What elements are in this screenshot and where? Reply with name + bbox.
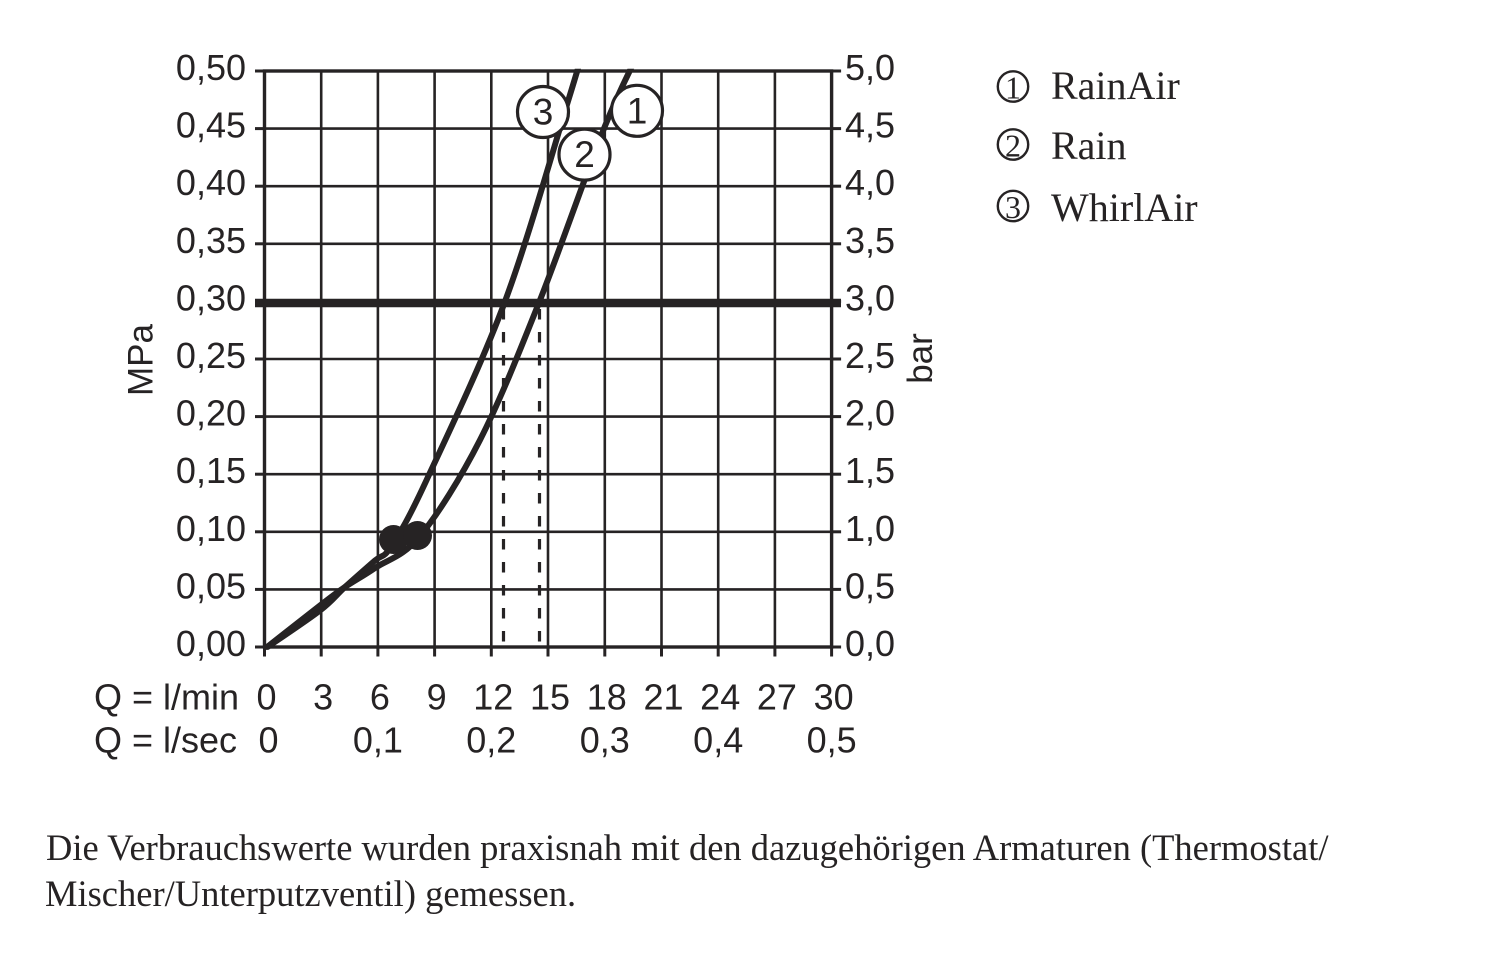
svg-text:24: 24 bbox=[700, 677, 740, 718]
svg-text:0,45: 0,45 bbox=[176, 105, 246, 146]
svg-text:3: 3 bbox=[313, 677, 333, 718]
svg-text:6: 6 bbox=[370, 677, 390, 718]
svg-text:4,5: 4,5 bbox=[845, 105, 895, 146]
svg-text:0: 0 bbox=[258, 720, 278, 761]
svg-text:bar: bar bbox=[901, 333, 940, 384]
svg-text:0,00: 0,00 bbox=[176, 623, 246, 664]
svg-text:1,5: 1,5 bbox=[845, 450, 895, 491]
svg-text:0,10: 0,10 bbox=[176, 508, 246, 549]
svg-text:Mischer/Unterputzventil) gemes: Mischer/Unterputzventil) gemessen. bbox=[45, 873, 576, 914]
svg-text:2,5: 2,5 bbox=[845, 335, 895, 376]
svg-text:9: 9 bbox=[427, 677, 447, 718]
svg-text:0,30: 0,30 bbox=[176, 277, 246, 318]
svg-text:Rain: Rain bbox=[1051, 123, 1127, 168]
svg-text:0,5: 0,5 bbox=[845, 565, 895, 606]
svg-text:0,1: 0,1 bbox=[353, 720, 403, 761]
svg-text:0,4: 0,4 bbox=[693, 720, 743, 761]
svg-text:0,05: 0,05 bbox=[176, 565, 246, 606]
svg-text:3: 3 bbox=[1005, 189, 1021, 225]
svg-text:0,2: 0,2 bbox=[466, 720, 516, 761]
svg-text:0,5: 0,5 bbox=[807, 720, 857, 761]
svg-text:3: 3 bbox=[533, 92, 554, 133]
svg-text:2: 2 bbox=[574, 134, 595, 175]
svg-text:3,5: 3,5 bbox=[845, 220, 895, 261]
svg-text:0,0: 0,0 bbox=[845, 623, 895, 664]
svg-text:4,0: 4,0 bbox=[845, 162, 895, 203]
svg-text:3,0: 3,0 bbox=[845, 277, 895, 318]
svg-text:RainAir: RainAir bbox=[1051, 63, 1180, 108]
svg-text:Q = l/sec: Q = l/sec bbox=[94, 720, 237, 761]
svg-text:0,50: 0,50 bbox=[176, 47, 246, 88]
svg-text:1,0: 1,0 bbox=[845, 508, 895, 549]
svg-text:2: 2 bbox=[1005, 128, 1021, 164]
svg-text:18: 18 bbox=[587, 677, 627, 718]
svg-text:MPa: MPa bbox=[122, 323, 161, 396]
svg-text:0,3: 0,3 bbox=[580, 720, 630, 761]
svg-text:12: 12 bbox=[473, 677, 513, 718]
svg-text:1: 1 bbox=[627, 90, 648, 131]
svg-text:30: 30 bbox=[814, 677, 854, 718]
svg-text:0,20: 0,20 bbox=[176, 393, 246, 434]
svg-text:Q = l/min: Q = l/min bbox=[94, 677, 239, 718]
svg-text:Die Verbrauchswerte wurden pra: Die Verbrauchswerte wurden praxisnah mit… bbox=[46, 827, 1329, 868]
svg-text:21: 21 bbox=[643, 677, 683, 718]
svg-text:0,25: 0,25 bbox=[176, 335, 246, 376]
svg-text:0,15: 0,15 bbox=[176, 450, 246, 491]
svg-text:0,40: 0,40 bbox=[176, 162, 246, 203]
svg-text:1: 1 bbox=[1005, 70, 1021, 106]
svg-text:2,0: 2,0 bbox=[845, 393, 895, 434]
svg-text:5,0: 5,0 bbox=[845, 47, 895, 88]
svg-text:WhirlAir: WhirlAir bbox=[1051, 185, 1198, 230]
svg-text:15: 15 bbox=[530, 677, 570, 718]
svg-text:27: 27 bbox=[757, 677, 797, 718]
svg-text:0: 0 bbox=[256, 677, 276, 718]
svg-text:0,35: 0,35 bbox=[176, 220, 246, 261]
